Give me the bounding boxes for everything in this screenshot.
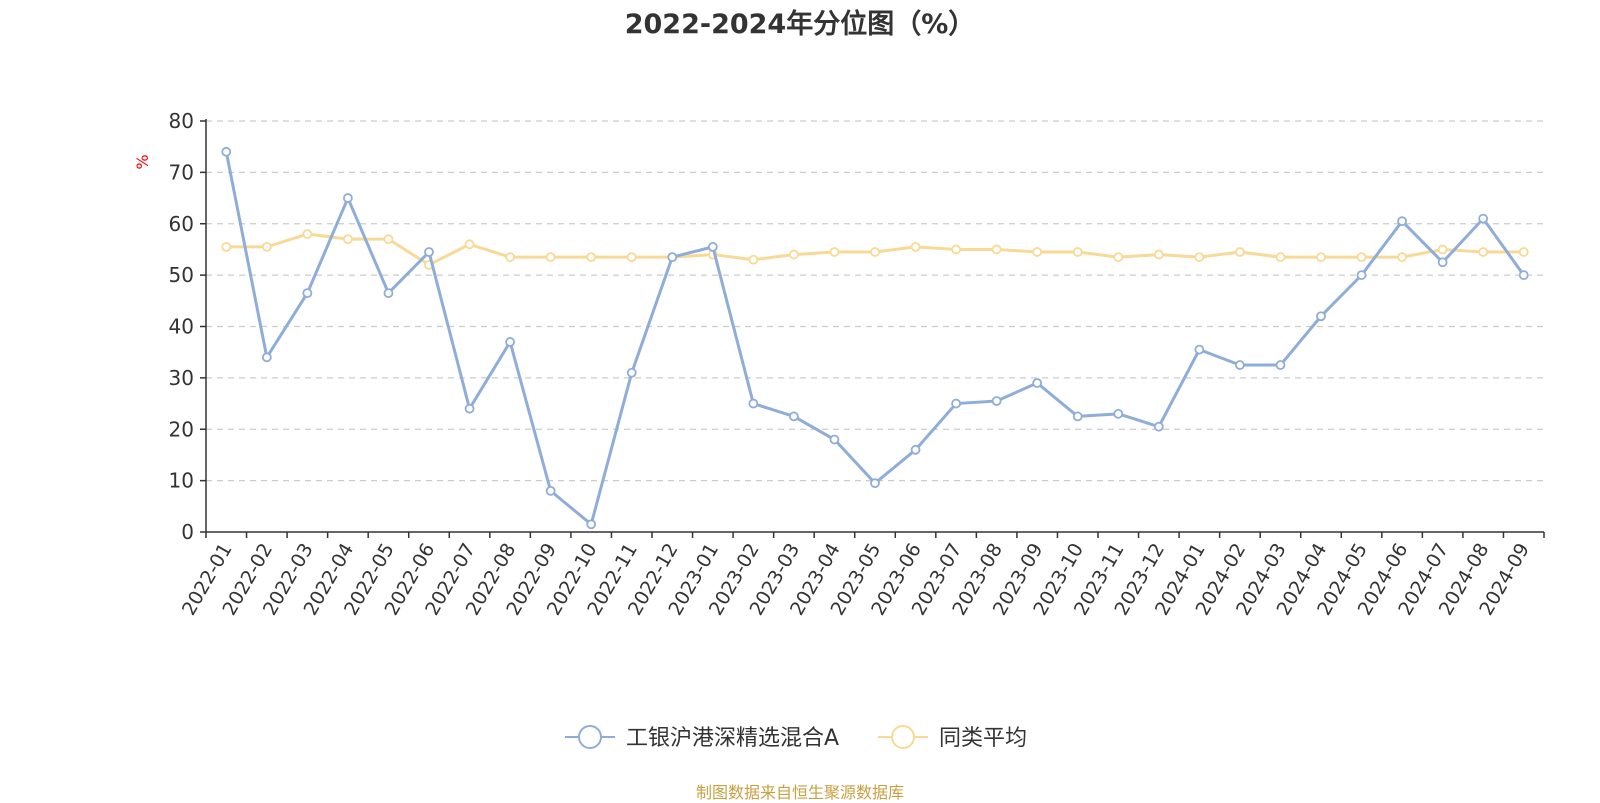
- data-point[interactable]: [261, 352, 272, 363]
- y-tick-label: 0: [181, 520, 194, 544]
- axes: 010203040506070802022-012022-022022-0320…: [169, 109, 1545, 619]
- series-1: [221, 229, 1529, 270]
- data-point[interactable]: [343, 193, 353, 203]
- legend-item[interactable]: 工银沪港深精选混合A: [565, 725, 839, 751]
- data-point[interactable]: [991, 244, 1002, 255]
- data-point[interactable]: [1356, 270, 1367, 281]
- data-point[interactable]: [951, 244, 961, 255]
- data-point[interactable]: [1153, 249, 1164, 260]
- data-point[interactable]: [1316, 252, 1326, 263]
- data-point[interactable]: [1072, 247, 1083, 257]
- data-point[interactable]: [991, 396, 1002, 406]
- data-point[interactable]: [464, 403, 475, 414]
- data-point[interactable]: [1356, 252, 1367, 263]
- data-point[interactable]: [1113, 252, 1124, 263]
- data-point[interactable]: [545, 485, 556, 496]
- data-point[interactable]: [1478, 213, 1489, 224]
- y-tick-label: 20: [169, 417, 194, 441]
- data-point[interactable]: [1397, 216, 1407, 227]
- data-point[interactable]: [383, 234, 394, 245]
- data-point[interactable]: [1518, 270, 1529, 281]
- data-point[interactable]: [748, 254, 759, 265]
- data-point[interactable]: [1032, 378, 1043, 388]
- data-point[interactable]: [1478, 247, 1489, 257]
- legend-item[interactable]: 同类平均: [878, 725, 1027, 751]
- data-point[interactable]: [383, 288, 394, 299]
- data-point[interactable]: [789, 411, 799, 422]
- data-point[interactable]: [1275, 360, 1286, 370]
- data-point[interactable]: [505, 337, 515, 347]
- data-point[interactable]: [1235, 247, 1245, 257]
- data-point[interactable]: [1518, 247, 1529, 257]
- data-point[interactable]: [1316, 311, 1326, 322]
- data-point[interactable]: [1153, 421, 1164, 432]
- data-point[interactable]: [221, 241, 232, 252]
- grid-lines: [206, 120, 1544, 482]
- series-0: [221, 146, 1529, 530]
- chart-title: 2022-2024年分位图（%）: [624, 9, 976, 40]
- data-point[interactable]: [1397, 252, 1407, 263]
- data-point[interactable]: [1437, 244, 1448, 255]
- data-point[interactable]: [1072, 411, 1083, 422]
- data-point[interactable]: [464, 239, 475, 250]
- data-point[interactable]: [1275, 252, 1286, 263]
- data-point[interactable]: [870, 247, 880, 257]
- data-point[interactable]: [951, 398, 961, 409]
- data-point[interactable]: [748, 398, 759, 409]
- legend-marker: [891, 725, 915, 749]
- data-point[interactable]: [789, 249, 799, 260]
- data-point[interactable]: [1235, 360, 1245, 370]
- y-tick-label: 50: [169, 263, 194, 287]
- legend-marker: [578, 725, 602, 749]
- data-point[interactable]: [221, 146, 232, 157]
- y-axis-label: %: [133, 154, 152, 169]
- data-point[interactable]: [626, 252, 637, 263]
- data-point[interactable]: [505, 252, 515, 263]
- series-lines: [221, 146, 1529, 530]
- y-tick-label: 40: [169, 315, 194, 339]
- data-point[interactable]: [626, 367, 637, 378]
- data-point[interactable]: [829, 247, 840, 257]
- legend[interactable]: 工银沪港深精选混合A 同类平均: [565, 725, 1027, 751]
- y-tick-label: 70: [169, 160, 194, 184]
- data-point[interactable]: [261, 241, 272, 252]
- data-point[interactable]: [870, 478, 880, 489]
- data-point[interactable]: [707, 241, 718, 252]
- y-tick-label: 10: [169, 469, 194, 493]
- data-point[interactable]: [1032, 247, 1043, 257]
- source-note: 制图数据来自恒生聚源数据库: [695, 783, 904, 802]
- legend-label: 同类平均: [939, 726, 1027, 751]
- data-point[interactable]: [424, 247, 434, 257]
- series-line: [224, 151, 1525, 526]
- y-tick-label: 60: [169, 212, 194, 236]
- legend-label: 工银沪港深精选混合A: [626, 726, 839, 751]
- data-point[interactable]: [1437, 257, 1448, 268]
- y-tick-label: 80: [169, 109, 194, 133]
- data-point[interactable]: [302, 229, 313, 239]
- data-point[interactable]: [586, 519, 597, 530]
- data-point[interactable]: [302, 288, 313, 299]
- data-point[interactable]: [829, 434, 840, 445]
- data-point[interactable]: [910, 444, 921, 455]
- data-point[interactable]: [545, 252, 556, 263]
- data-point[interactable]: [343, 234, 353, 245]
- data-point[interactable]: [910, 241, 921, 252]
- data-point[interactable]: [1113, 408, 1124, 419]
- data-point[interactable]: [586, 252, 597, 263]
- data-point[interactable]: [1194, 252, 1205, 263]
- y-tick-label: 30: [169, 366, 194, 390]
- data-point[interactable]: [1194, 344, 1205, 355]
- data-point[interactable]: [667, 252, 678, 263]
